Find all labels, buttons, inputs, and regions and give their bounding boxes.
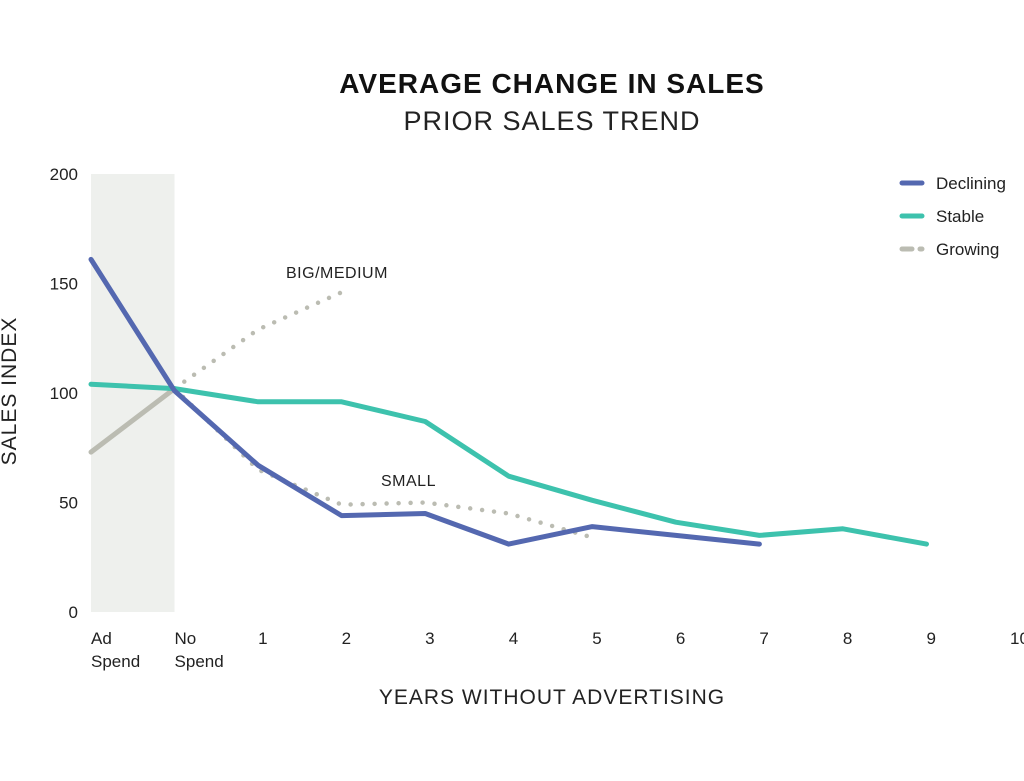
x-axis-label: YEARS WITHOUT ADVERTISING xyxy=(379,686,725,709)
x-tick-label: 4 xyxy=(509,629,518,648)
y-axis-label: SALES INDEX xyxy=(0,317,21,466)
y-tick-label: 0 xyxy=(69,603,78,622)
x-tick-label: No Spend xyxy=(175,629,224,671)
annotation-big-medium: BIG/MEDIUM xyxy=(286,265,388,282)
x-tick-label: 1 xyxy=(258,629,267,648)
x-tick-label: 9 xyxy=(926,629,935,648)
chart-subtitle: PRIOR SALES TREND xyxy=(403,106,701,136)
ad-spend-shaded-region xyxy=(91,174,175,612)
growing-big-medium-dotted-line xyxy=(172,290,344,391)
x-tick-label: Ad Spend xyxy=(91,629,140,671)
chart-title: AVERAGE CHANGE IN SALES xyxy=(339,68,765,99)
x-tick-label: 2 xyxy=(342,629,351,648)
x-tick-label: 6 xyxy=(676,629,685,648)
annotation-small: SMALL xyxy=(381,473,436,490)
x-tick-label: 8 xyxy=(843,629,852,648)
series-line-growing xyxy=(88,386,177,455)
x-tick-label: 10 xyxy=(1010,629,1024,648)
series-line-stable xyxy=(88,381,929,547)
x-tick-label: 7 xyxy=(759,629,768,648)
y-tick-label: 100 xyxy=(50,384,78,403)
x-tick-label: 5 xyxy=(592,629,601,648)
legend-label-stable: Stable xyxy=(936,207,984,226)
y-tick-label: 200 xyxy=(50,165,78,184)
y-tick-label: 150 xyxy=(50,275,78,294)
series-line-declining xyxy=(88,256,762,547)
legend-label-declining: Declining xyxy=(936,174,1006,193)
x-tick-label: 3 xyxy=(425,629,434,648)
y-tick-label: 50 xyxy=(59,494,78,513)
legend-label-growing: Growing xyxy=(936,240,999,259)
